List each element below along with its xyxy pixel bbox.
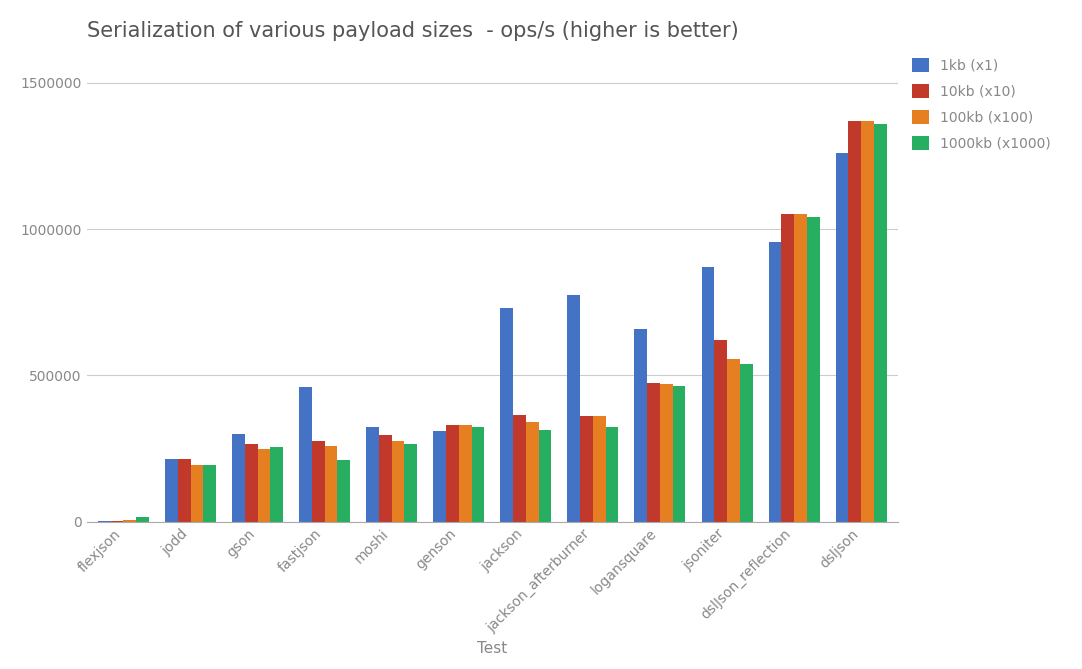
Bar (701, 267, 714, 522)
Bar (299, 387, 312, 522)
Text: Serialization of various payload sizes  - ops/s (higher is better): Serialization of various payload sizes -… (87, 21, 738, 41)
Bar (634, 328, 647, 522)
X-axis label: Test: Test (477, 640, 507, 656)
Bar (245, 444, 258, 522)
Bar (874, 124, 886, 522)
Bar (660, 384, 673, 522)
Bar (433, 431, 446, 522)
Bar (366, 427, 379, 522)
Bar (270, 447, 283, 522)
Bar (446, 425, 459, 522)
Bar (807, 217, 819, 522)
Bar (233, 434, 245, 522)
Bar (593, 416, 606, 522)
Bar (727, 359, 740, 522)
Bar (312, 442, 325, 522)
Bar (781, 215, 794, 522)
Bar (567, 295, 580, 522)
Bar (794, 215, 807, 522)
Bar (190, 465, 203, 522)
Bar (136, 516, 149, 522)
Bar (861, 121, 874, 522)
Bar (379, 436, 392, 522)
Bar (768, 242, 781, 522)
Bar (526, 422, 539, 522)
Bar (848, 121, 861, 522)
Bar (513, 415, 526, 522)
Bar (459, 425, 472, 522)
Bar (740, 364, 752, 522)
Bar (500, 308, 513, 522)
Bar (472, 427, 485, 522)
Bar (325, 446, 338, 522)
Bar (338, 460, 351, 522)
Bar (647, 383, 660, 522)
Bar (258, 449, 270, 522)
Bar (673, 386, 686, 522)
Bar (123, 520, 136, 522)
Bar (392, 442, 405, 522)
Bar (606, 427, 619, 522)
Bar (110, 521, 123, 522)
Bar (580, 416, 593, 522)
Legend: 1kb (x1), 10kb (x10), 100kb (x100), 1000kb (x1000): 1kb (x1), 10kb (x10), 100kb (x100), 1000… (905, 51, 1057, 157)
Bar (177, 459, 190, 522)
Bar (539, 429, 552, 522)
Bar (714, 341, 727, 522)
Bar (166, 459, 177, 522)
Bar (203, 465, 216, 522)
Bar (405, 444, 418, 522)
Bar (835, 153, 848, 522)
